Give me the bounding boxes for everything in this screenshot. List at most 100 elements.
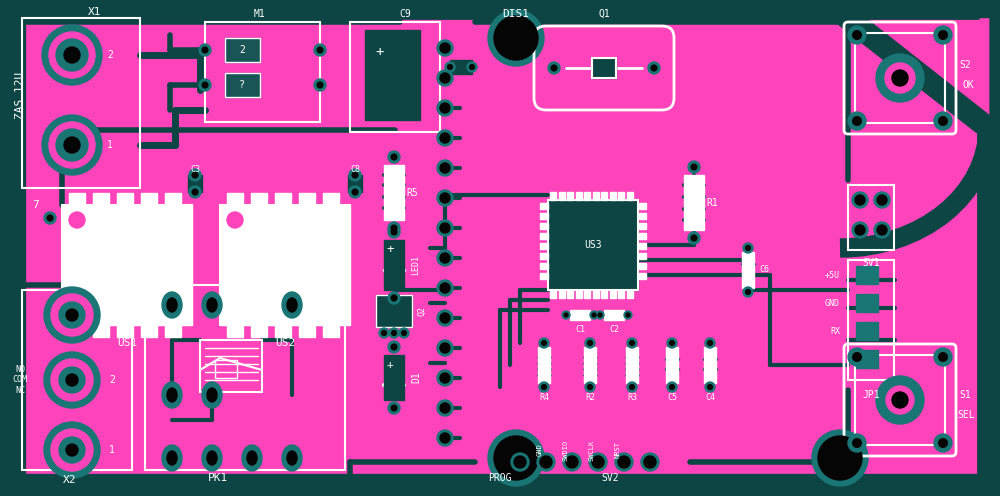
Circle shape <box>588 384 592 389</box>
Circle shape <box>51 294 93 336</box>
Bar <box>384 355 404 400</box>
Text: D1: D1 <box>411 371 421 383</box>
Bar <box>251 193 267 205</box>
Circle shape <box>848 434 866 452</box>
Circle shape <box>667 338 677 348</box>
Text: US1: US1 <box>117 338 137 348</box>
Circle shape <box>853 438 861 447</box>
Ellipse shape <box>202 445 222 471</box>
Circle shape <box>391 229 397 235</box>
Circle shape <box>440 163 450 173</box>
Circle shape <box>564 313 568 317</box>
Circle shape <box>514 456 526 468</box>
Circle shape <box>592 313 596 317</box>
Circle shape <box>317 47 323 53</box>
Circle shape <box>440 403 450 413</box>
Bar <box>220 205 350 325</box>
Circle shape <box>388 341 400 353</box>
Circle shape <box>42 115 102 175</box>
Bar <box>227 325 243 337</box>
Bar <box>848 185 894 250</box>
Bar <box>117 325 133 337</box>
Bar <box>225 38 260 62</box>
Circle shape <box>691 164 697 170</box>
Circle shape <box>192 189 198 195</box>
Circle shape <box>886 386 914 414</box>
Circle shape <box>877 225 887 235</box>
Bar <box>592 58 616 78</box>
Circle shape <box>566 456 578 468</box>
Circle shape <box>349 186 361 198</box>
Text: R5: R5 <box>406 188 418 198</box>
Circle shape <box>352 189 358 195</box>
Circle shape <box>56 129 88 161</box>
Circle shape <box>388 222 400 234</box>
Text: 1: 1 <box>109 445 115 455</box>
Circle shape <box>596 311 604 319</box>
Bar <box>618 192 624 200</box>
Circle shape <box>743 243 753 253</box>
Bar <box>638 213 646 219</box>
Circle shape <box>440 43 450 53</box>
Text: C6: C6 <box>759 265 769 274</box>
Circle shape <box>848 348 866 366</box>
Circle shape <box>812 430 868 486</box>
Bar <box>384 165 404 220</box>
Circle shape <box>644 456 656 468</box>
Circle shape <box>598 313 602 317</box>
Text: Q2: Q2 <box>418 306 426 316</box>
Circle shape <box>488 430 544 486</box>
Circle shape <box>563 453 581 471</box>
Circle shape <box>494 16 538 60</box>
Circle shape <box>227 212 243 228</box>
Text: 3: 3 <box>109 310 115 320</box>
Circle shape <box>47 215 53 221</box>
Text: X1: X1 <box>88 7 102 17</box>
Bar <box>550 192 556 200</box>
Bar <box>558 192 564 200</box>
Circle shape <box>876 54 924 102</box>
Circle shape <box>853 117 861 125</box>
Circle shape <box>64 137 80 153</box>
Bar <box>626 290 633 298</box>
Circle shape <box>437 70 453 86</box>
Text: NRST: NRST <box>615 441 621 458</box>
Bar <box>666 347 678 383</box>
Circle shape <box>494 436 538 480</box>
Bar <box>540 203 548 209</box>
Bar <box>601 192 607 200</box>
Bar <box>638 263 646 269</box>
Bar <box>93 193 109 205</box>
Circle shape <box>624 311 632 319</box>
Bar <box>592 192 598 200</box>
Text: Q1: Q1 <box>598 9 610 19</box>
Circle shape <box>440 103 450 113</box>
Circle shape <box>192 172 198 178</box>
Text: +: + <box>386 244 394 256</box>
Bar <box>856 350 878 368</box>
Text: M1: M1 <box>254 9 266 19</box>
Circle shape <box>189 186 201 198</box>
Bar <box>704 347 716 383</box>
Circle shape <box>885 63 915 93</box>
Text: PROG: PROG <box>488 473 512 483</box>
Circle shape <box>592 456 604 468</box>
Circle shape <box>648 62 660 74</box>
Bar <box>567 290 573 298</box>
Bar <box>610 192 616 200</box>
Circle shape <box>615 453 633 471</box>
Bar <box>548 200 638 290</box>
Ellipse shape <box>162 292 182 318</box>
Ellipse shape <box>162 445 182 471</box>
Text: 1: 1 <box>107 140 113 150</box>
Circle shape <box>44 422 100 478</box>
Circle shape <box>818 436 862 480</box>
Circle shape <box>626 313 630 317</box>
Ellipse shape <box>282 292 302 318</box>
Bar <box>350 22 440 132</box>
Text: US3: US3 <box>584 240 602 250</box>
Circle shape <box>59 302 85 328</box>
Circle shape <box>314 79 326 91</box>
Circle shape <box>939 438 947 447</box>
Circle shape <box>199 79 211 91</box>
